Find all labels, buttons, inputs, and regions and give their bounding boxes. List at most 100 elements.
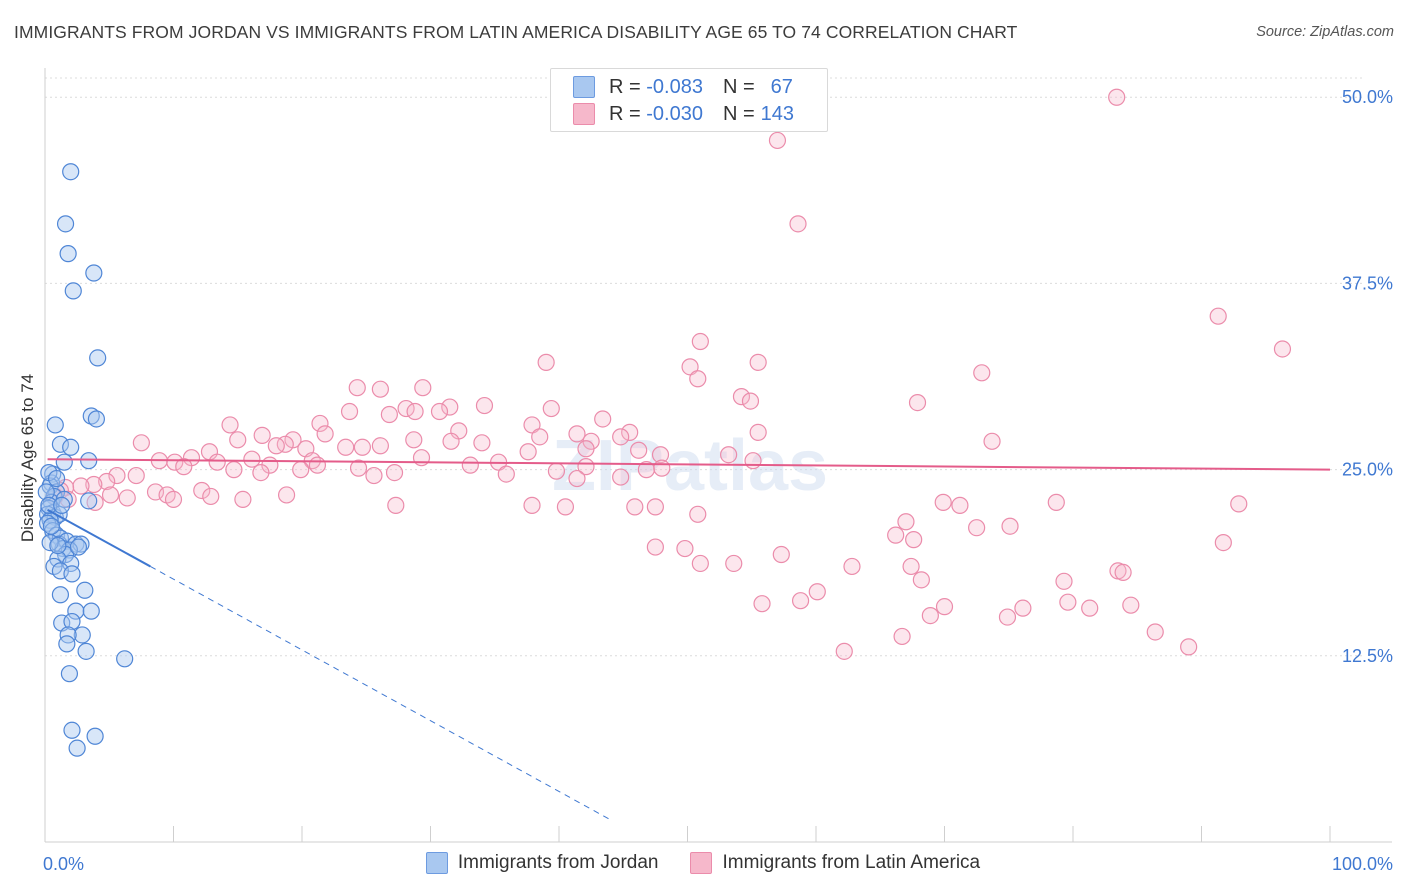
- latin-america-point: [441, 398, 459, 416]
- latin-america-point: [1055, 572, 1073, 590]
- latin-america-point: [442, 432, 460, 450]
- jordan-point: [69, 538, 88, 556]
- jordan-point: [73, 626, 91, 644]
- latin-america-point: [905, 531, 923, 549]
- latin-america-point: [72, 477, 90, 495]
- latin-america-point: [630, 441, 648, 459]
- jordan-point: [37, 483, 55, 501]
- latin-america-point: [1001, 517, 1019, 535]
- latin-america-point: [405, 431, 423, 449]
- latin-america-trend-line: [47, 458, 1331, 471]
- tick-labels: 12.5% 25.0% 37.5% 50.0% 0.0% 100.0%: [43, 87, 1393, 874]
- latin-america-point: [612, 468, 630, 486]
- bottom-legend-label-latin: Immigrants from Latin America: [722, 852, 981, 873]
- latin-america-point: [681, 358, 699, 376]
- latin-america-point: [887, 526, 905, 544]
- jordan-point: [89, 349, 107, 367]
- latin-america-point: [1059, 593, 1077, 611]
- jordan-point: [116, 650, 134, 668]
- latin-america-point: [547, 462, 566, 480]
- latin-america-point: [653, 459, 671, 477]
- legend-n-value: 67: [770, 75, 793, 98]
- latin-america-point: [577, 440, 595, 458]
- latin-america-point: [127, 466, 145, 485]
- latin-america-point: [473, 434, 491, 452]
- y-axis-label: Disability Age 65 to 74: [18, 374, 37, 542]
- axes: [44, 68, 1392, 843]
- jordan-point: [53, 496, 71, 514]
- bottom-legend-swatch-jordan: [425, 852, 448, 874]
- jordan-point: [51, 586, 70, 604]
- jordan-point: [47, 469, 66, 488]
- latin-america-point: [234, 490, 252, 509]
- latin-america-point: [385, 463, 404, 482]
- jordan-point: [63, 565, 81, 583]
- jordan-point: [82, 602, 100, 620]
- x-tick-label: 100.0%: [1332, 854, 1393, 874]
- latin-america-point: [1146, 623, 1164, 641]
- latin-america-point: [340, 402, 359, 421]
- legend-r-value: -0.083: [646, 75, 703, 98]
- jordan-point: [59, 245, 77, 263]
- latin-america-point: [968, 519, 986, 537]
- jordan-point: [56, 215, 75, 233]
- latin-america-point: [380, 405, 398, 424]
- jordan-point: [60, 665, 79, 683]
- trend-lines: [47, 458, 1331, 821]
- latin-america-point: [1122, 596, 1140, 614]
- latin-america-point: [132, 434, 150, 452]
- latin-america-point: [412, 449, 431, 467]
- legend-n-label: N =: [722, 75, 755, 98]
- latin-america-point: [689, 505, 707, 523]
- latin-america-point: [221, 416, 239, 434]
- jordan-point: [80, 492, 98, 510]
- latin-america-point: [365, 466, 383, 485]
- latin-america-point: [691, 332, 709, 351]
- latin-america-point: [753, 595, 771, 613]
- jordan-trend-line: [47, 508, 151, 568]
- jordan-point: [82, 407, 100, 425]
- latin-america-point: [166, 453, 184, 471]
- bottom-legend: Immigrants from Jordan Immigrants from L…: [0, 852, 1406, 874]
- latin-america-point: [1081, 599, 1099, 617]
- legend-n-label: N =: [722, 102, 755, 125]
- latin-america-point: [843, 557, 861, 576]
- latin-america-point: [791, 592, 810, 610]
- latin-america-point: [1273, 340, 1292, 358]
- latin-america-point: [646, 538, 664, 556]
- jordan-point: [77, 642, 95, 660]
- latin-america-point: [621, 423, 639, 441]
- latin-america-point: [912, 571, 930, 589]
- y-tick-label: 12.5%: [1342, 646, 1393, 666]
- latin-america-points: [46, 88, 1292, 660]
- latin-america-point: [651, 446, 670, 464]
- legend-r-value: -0.030: [646, 102, 703, 125]
- source-label: Source: ZipAtlas.com: [1256, 24, 1394, 40]
- jordan-point: [63, 721, 81, 739]
- latin-america-point: [725, 554, 743, 573]
- latin-america-point: [225, 461, 243, 479]
- latin-america-point: [720, 446, 738, 464]
- latin-america-point: [519, 443, 537, 461]
- latin-america-point: [749, 423, 767, 441]
- latin-america-point: [101, 486, 120, 504]
- latin-america-point: [348, 379, 366, 397]
- jordan-point: [55, 453, 73, 471]
- jordan-point: [42, 517, 61, 535]
- y-tick-label: 25.0%: [1342, 460, 1393, 480]
- latin-america-point: [371, 437, 389, 455]
- latin-america-point: [789, 215, 807, 233]
- jordan-point: [76, 581, 94, 599]
- latin-america-point: [973, 364, 991, 382]
- jordan-point: [46, 416, 64, 434]
- latin-america-point: [337, 438, 355, 456]
- latin-america-point: [311, 414, 329, 433]
- latin-america-point: [1214, 534, 1232, 552]
- jordan-point: [59, 626, 77, 644]
- latin-america-point: [253, 426, 271, 444]
- latin-america-point: [118, 489, 136, 507]
- latin-america-point: [537, 353, 555, 371]
- jordan-point: [58, 635, 76, 653]
- latin-america-point: [612, 428, 630, 446]
- latin-america-point: [1180, 638, 1198, 656]
